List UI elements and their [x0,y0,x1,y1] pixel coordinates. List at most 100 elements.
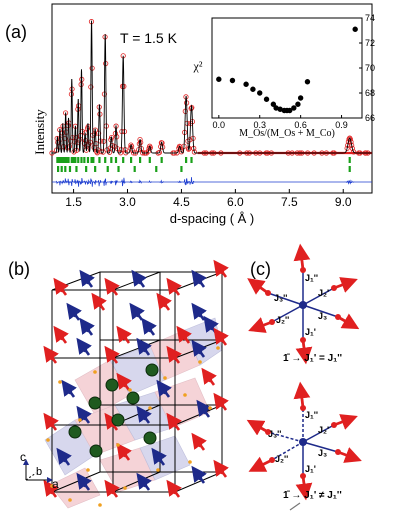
panel-a-x-ticks: 1.5 3.0 4.5 6.0 7.5 9.0 [65,189,352,209]
panel-c: (c) J₁'' J₂' J₃'' J₂'' J₃ J₁' 1̄ → J₁' =… [250,252,354,510]
chi2-point [305,79,310,84]
axes-indicator: c b a [20,450,59,491]
inset-y-tick-label: 66 [365,113,375,123]
axis-c-label: c [20,450,26,464]
oxygen-atom [98,503,102,507]
label-J2p-bottom: J₂' [318,425,329,435]
oxygen-atom [156,468,160,472]
panel-c-label: (c) [250,259,271,279]
inset-y-tick-label: 68 [365,88,375,98]
label-J1pp-top: J₁'' [305,273,318,283]
chi2-point [295,102,300,107]
intensity-axis-label: Intensity [32,109,47,155]
magnetic-ion [198,443,202,447]
bragg-reflection-ticks [57,157,349,172]
magnetic-ion [198,280,202,284]
label-J1p-top: J₁' [305,327,316,337]
oxygen-atom [86,468,90,472]
magnetic-ion [220,403,224,407]
temperature-label: T = 1.5 K [120,30,178,46]
atom-green [90,445,102,457]
magnetic-ion [220,270,224,274]
x-tick-label: 9.0 [335,195,352,209]
oxygen-atom [128,388,132,392]
relation-top: 1̄ → J₁' = J₁'' [283,353,342,364]
magnetic-ion [143,348,147,352]
magnetic-ion [158,458,162,462]
x-tick-label: 7.5 [281,195,298,209]
oxygen-atom [116,443,120,447]
spin-site [300,337,306,343]
inset-x-tick-label: 0.9 [335,120,348,130]
magnetic-ion [173,288,177,292]
magnetic-ion [148,328,152,332]
inset-x-tick-label: 0.3 [253,120,266,130]
magnetic-ion [68,390,72,394]
panel-b-label: (b) [8,259,30,279]
atom-green [127,392,139,404]
center-atom [299,438,307,446]
atom-green [69,426,81,438]
magnetic-ion [203,410,207,414]
magnetic-ion [83,348,87,352]
magnetic-ion [50,423,54,427]
label-J2pp-bottom: J₂'' [275,454,288,464]
magnetic-ion [210,326,214,330]
panel-a-label: (a) [5,22,27,42]
atom-green [112,414,124,426]
atom-green [146,364,158,376]
magnetic-ion [136,313,140,317]
inset-y-tick-label: 72 [365,38,375,48]
magnetic-ion [123,383,127,387]
magnetic-ion [111,356,115,360]
oxygen-atom [46,438,50,442]
magnetic-ion [198,476,202,480]
atom-green [106,379,118,391]
magnetic-ion [143,416,147,420]
label-J1pp-bottom: J₁'' [305,410,318,420]
magnetic-ion [183,336,187,340]
difference-line [52,177,372,187]
exchange-cluster-bottom: J₁'' J₂' J₃'' J₂'' J₃ J₁' 1̄ → J₁' ≠ J₁'… [254,390,354,510]
center-atom [299,301,307,309]
magnetic-ion [111,490,115,494]
spin-site [331,285,337,291]
inset-x-tick-label: 0.0 [213,120,226,130]
panel-b: (b) [8,259,226,508]
inset-x-tick-label: 0.6 [294,120,307,130]
oxygen-atom [58,380,62,384]
magnetic-ion [86,280,90,284]
oxygen-atom [183,393,187,397]
chi2-point [264,97,269,102]
chi2-point [250,87,255,92]
relation-bottom: 1̄ → J₁' ≠ J₁'' [283,490,342,501]
magnetic-ion [138,280,142,284]
x-tick-label: 3.0 [119,195,136,209]
label-J3-top: J₃ [318,311,327,321]
axis-b-label: b [36,466,42,478]
label-J2pp-top: J₂'' [276,315,289,325]
magnetic-ion [163,303,167,307]
inset-y-tick-label: 74 [365,13,375,23]
inset-y-tick-label: 70 [365,63,375,73]
magnetic-ion [220,338,224,342]
inset-frame [212,18,362,118]
oxygen-atom [78,418,82,422]
magnetic-ion [73,313,77,317]
magnetic-ion [198,350,202,354]
magnetic-ion [173,423,177,427]
label-J3-bottom: J₃ [318,448,327,458]
oxygen-atom [198,360,202,364]
d-spacing-axis-label: d-spacing ( Å ) [170,211,255,226]
axis-a-label: a [52,477,59,491]
oxygen-atom [148,406,152,410]
spin-site [269,319,275,325]
oxygen-atom [216,346,220,350]
chi2-point [257,90,262,95]
atom-green [144,432,156,444]
magnetic-ion [143,483,147,487]
atom-green [89,397,101,409]
magnetic-ion [198,313,202,317]
spin-site [265,290,271,296]
